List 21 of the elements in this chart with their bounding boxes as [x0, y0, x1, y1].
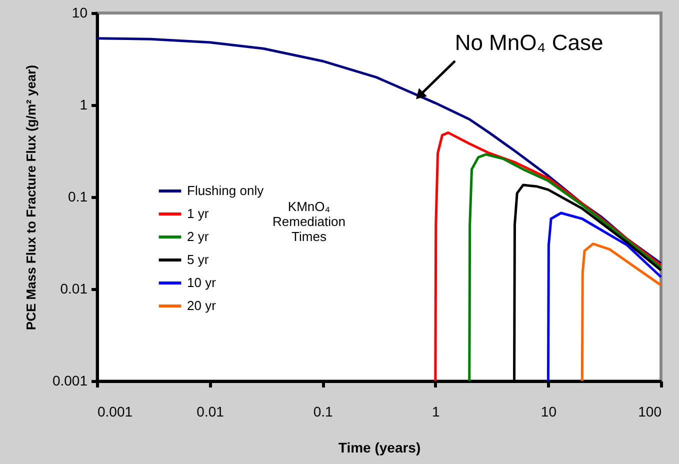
y-tick-label: 10 — [72, 4, 88, 20]
x-tick-label: 10 — [540, 404, 557, 420]
legend-label: 10 yr — [187, 275, 217, 290]
legend-label: 20 yr — [187, 298, 217, 313]
y-tick-label: 0.001 — [52, 372, 88, 388]
legend-label: Flushing only — [187, 183, 264, 198]
y-axis-title: PCE Mass Flux to Fracture Flux (g/m² year) — [23, 64, 38, 330]
x-tick-label: 100 — [638, 404, 662, 420]
legend-label: 2 yr — [187, 229, 210, 244]
x-tick-label: 0.01 — [196, 404, 224, 420]
annotation: No MnO₄ Case — [454, 30, 604, 55]
x-axis-title: Time (years) — [338, 440, 421, 456]
y-tick-label: 1 — [80, 96, 88, 112]
y-tick-label: 0.1 — [68, 188, 88, 204]
legend-title: KMnO₄ Remediation Times — [272, 199, 346, 244]
y-tick-label: 0.01 — [60, 280, 88, 296]
legend-label: 5 yr — [187, 252, 210, 267]
x-tick-label: 0.001 — [98, 404, 133, 420]
x-tick-label: 0.1 — [313, 404, 334, 420]
legend-label: 1 yr — [187, 206, 210, 221]
x-tick-label: 1 — [432, 404, 440, 420]
